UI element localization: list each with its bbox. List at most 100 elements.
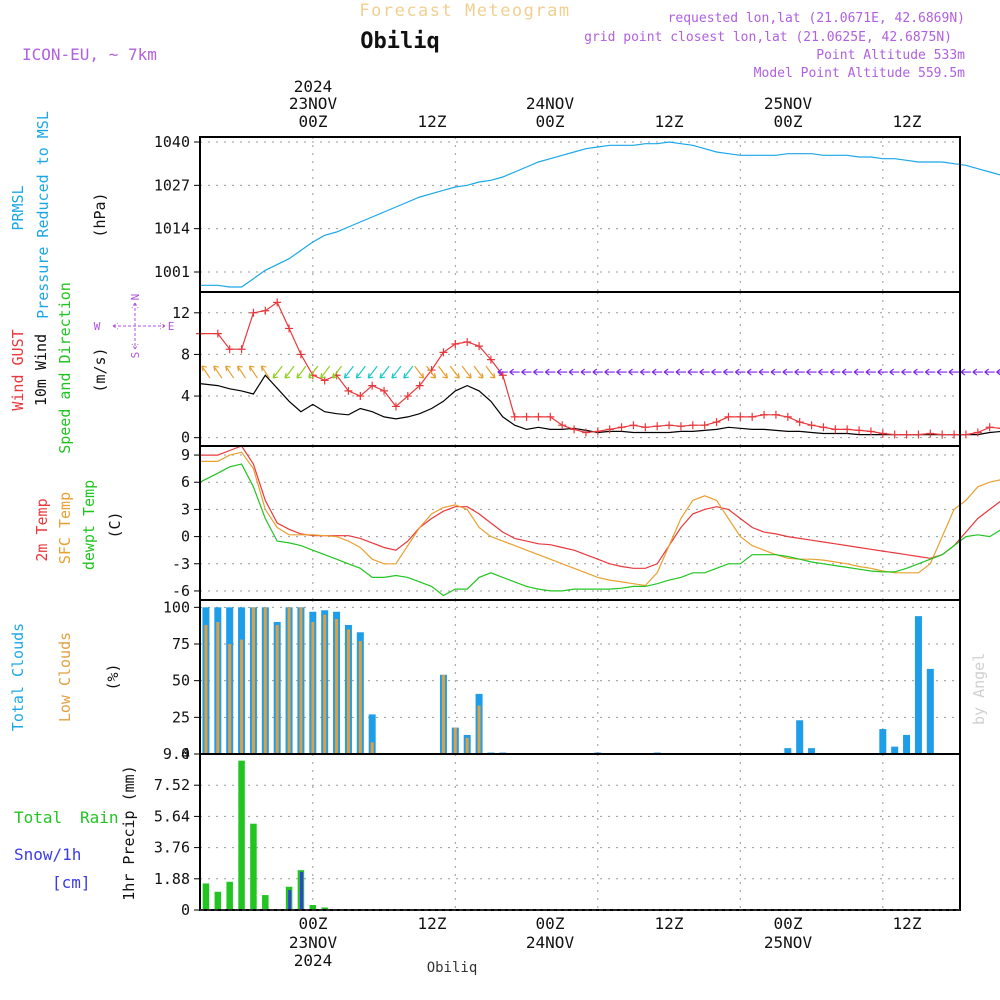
wind-direction-arrow	[533, 368, 544, 376]
bottom-date-3: 25NOV	[764, 933, 813, 952]
bottom-tick-2: 12Z	[418, 914, 447, 933]
gust-marker	[213, 329, 222, 338]
location-title: Obiliq	[360, 29, 439, 54]
compass-south: S	[129, 352, 142, 359]
bar-clouds-0	[879, 729, 887, 754]
wind-direction-arrow	[794, 368, 805, 376]
wind-direction-arrow	[556, 368, 568, 376]
bar-clouds-1	[204, 624, 208, 754]
top-tick-5: 00Z	[774, 112, 803, 131]
ytick-label-temperature-2: 0	[181, 528, 190, 546]
ytick-label-temperature-3: 3	[181, 500, 190, 518]
wind-direction-arrow	[544, 368, 556, 376]
bar-precipitation-0	[250, 823, 257, 910]
gust-marker	[415, 381, 424, 390]
wind-direction-arrow	[818, 368, 829, 376]
gust-marker	[237, 345, 246, 354]
gust-label: Wind GUST	[9, 329, 27, 410]
gust-marker	[700, 421, 709, 430]
gust-marker	[486, 355, 495, 364]
wind-direction-arrow	[829, 368, 841, 376]
ytick-label-pressure-1: 1014	[154, 220, 190, 238]
wind-direction-arrow	[272, 365, 283, 379]
wind-direction-arrow	[675, 368, 686, 376]
point-altitude: Point Altitude 533m	[816, 48, 965, 63]
wind-direction-arrow	[746, 368, 758, 376]
wind-direction-arrow	[296, 365, 307, 379]
ytick-label-wind-0: 0	[181, 429, 190, 447]
wind-direction-arrow	[841, 368, 853, 376]
bar-clouds-1	[311, 622, 315, 754]
compass-rose: N W E S	[94, 294, 175, 359]
wind-direction-arrow	[568, 368, 580, 376]
gust-marker	[356, 392, 365, 401]
gust-marker	[581, 428, 590, 437]
ytick-label-clouds-0: 0	[181, 745, 190, 763]
bar-precipitation-0	[214, 891, 222, 910]
bar-clouds-1	[240, 639, 244, 754]
ytick-label-temperature-4: 6	[181, 473, 190, 491]
wind-direction-arrow	[580, 368, 591, 376]
wind-direction-arrow	[284, 365, 295, 379]
top-year-label: 2024	[294, 77, 333, 96]
bar-precipitation-0	[321, 907, 328, 910]
wind-direction-arrow	[449, 365, 460, 379]
bar-clouds-1	[477, 705, 481, 754]
gust-marker	[605, 425, 614, 434]
bar-clouds-0	[903, 734, 911, 754]
bar-clouds-0	[784, 748, 792, 754]
wind-direction-arrow	[924, 368, 936, 376]
gust-marker	[510, 412, 519, 421]
gust-marker	[629, 421, 638, 430]
bar-clouds-1	[299, 607, 303, 754]
wind-direction-arrow	[984, 368, 995, 376]
ytick-label-pressure-3: 1040	[154, 133, 190, 151]
wind-direction-arrow	[782, 368, 793, 376]
ytick-label-clouds-2: 50	[172, 672, 190, 690]
series-line-temperature-1	[200, 451, 1000, 587]
ytick-label-pressure-0: 1001	[154, 263, 190, 281]
gust-marker	[831, 425, 840, 434]
wind-direction-arrow	[616, 368, 627, 376]
bar-clouds-1	[441, 674, 445, 754]
bar-clouds-1	[216, 622, 220, 754]
wind-direction-arrow	[913, 368, 924, 376]
chart-title: Forecast Meteogram	[359, 1, 570, 21]
gust-marker	[403, 392, 412, 401]
wind-direction-arrow	[711, 368, 722, 376]
ytick-label-precipitation-2: 3.76	[154, 839, 190, 857]
gust-marker	[807, 421, 816, 430]
temp-unit: (C)	[106, 511, 124, 538]
requested-coords: requested lon,lat (21.0671E, 42.6869N)	[668, 11, 965, 26]
wind-direction-arrow	[889, 368, 900, 376]
gust-marker	[783, 412, 792, 421]
gust-marker	[760, 410, 769, 419]
gust-marker	[368, 381, 377, 390]
compass-west: W	[94, 320, 101, 333]
wind-direction-arrow	[473, 365, 484, 379]
gust-marker	[653, 422, 662, 431]
wind-direction-arrow	[853, 368, 865, 376]
gust-marker	[712, 418, 721, 427]
wind-direction-arrow	[723, 368, 734, 376]
bar-clouds-1	[465, 737, 469, 754]
top-tick-4: 12Z	[655, 112, 684, 131]
wind-direction-arrow	[497, 368, 508, 376]
gust-marker	[475, 342, 484, 351]
wind-direction-arrow	[877, 368, 888, 376]
ytick-label-precipitation-4: 7.52	[154, 776, 190, 794]
wind-direction-arrow	[628, 368, 639, 376]
wind-direction-arrow	[509, 368, 520, 376]
gust-marker	[819, 423, 828, 432]
grid-point-coords: grid point closest lon,lat (21.0625E, 42…	[584, 30, 952, 45]
wind-direction-arrow	[734, 368, 746, 376]
wind-direction-arrow	[367, 365, 378, 379]
bar-clouds-0	[914, 616, 922, 754]
gust-marker	[593, 427, 602, 436]
top-tick-6: 12Z	[893, 112, 922, 131]
total-clouds-label: Total Clouds	[9, 623, 27, 731]
pressure-label-short: PRMSL	[9, 185, 27, 230]
wind-direction-arrow	[225, 365, 235, 379]
gust-marker	[451, 340, 460, 349]
wind-direction-arrow	[308, 365, 319, 379]
